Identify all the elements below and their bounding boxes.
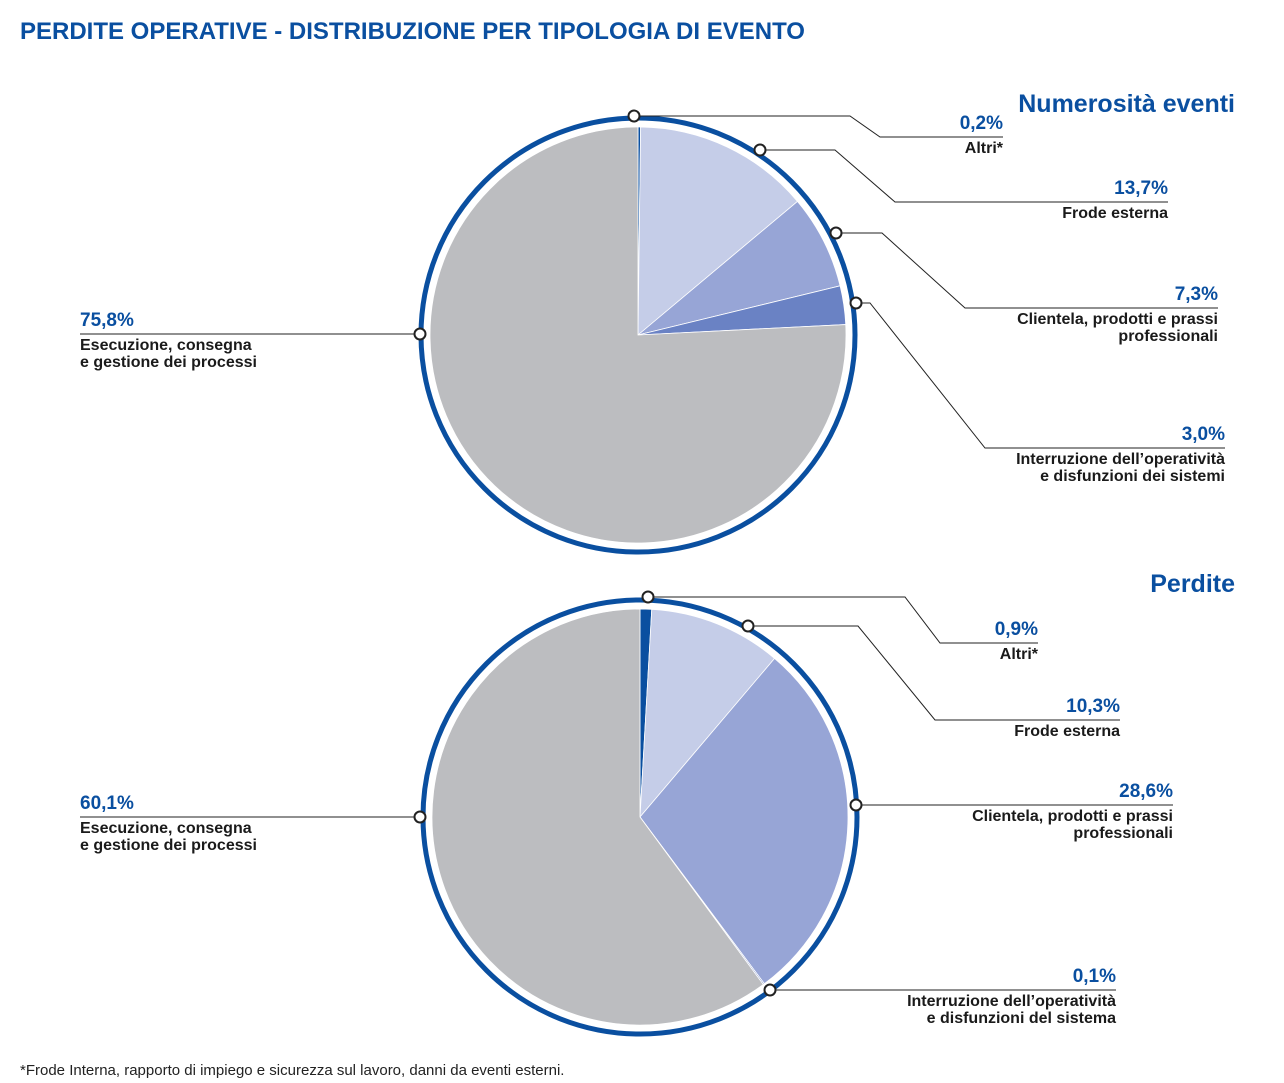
- pie-slice: [431, 608, 764, 1026]
- leader-dot: [829, 226, 843, 240]
- chart-subtitle: Numerosità eventi: [1018, 90, 1235, 118]
- value-label: 28,6%: [1119, 781, 1173, 802]
- footnote: *Frode Interna, rapporto di impiego e si…: [20, 1062, 565, 1079]
- leader-dot: [627, 109, 641, 123]
- category-label: Clientela, prodotti e prassi professiona…: [1017, 311, 1218, 345]
- leader-line: [634, 115, 1003, 138]
- pie-slice: [637, 126, 798, 336]
- leader-line: [836, 232, 1218, 309]
- leader-line: [760, 149, 1168, 203]
- category-label: Frode esterna: [1014, 723, 1120, 740]
- leader-dot: [413, 810, 427, 824]
- leader-dot: [753, 143, 767, 157]
- pie-slice: [639, 657, 849, 985]
- page-title: PERDITE OPERATIVE - DISTRIBUZIONE PER TI…: [20, 18, 805, 45]
- category-label: Esecuzione, consegna e gestione dei proc…: [80, 820, 257, 854]
- chart-subtitle: Perdite: [1150, 570, 1235, 598]
- category-label: Interruzione dell’operatività e disfunzi…: [1016, 451, 1225, 485]
- value-label: 10,3%: [1066, 696, 1120, 717]
- value-label: 7,3%: [1174, 284, 1218, 305]
- value-label: 13,7%: [1114, 178, 1168, 199]
- category-label: Altri*: [964, 140, 1003, 157]
- leader-line: [856, 302, 1225, 449]
- value-label: 3,0%: [1181, 424, 1225, 445]
- leader-dot: [849, 798, 863, 812]
- leader-dot: [641, 590, 655, 604]
- value-label: 60,1%: [80, 793, 134, 814]
- value-label: 0,1%: [1072, 966, 1116, 987]
- leader-dot: [763, 983, 777, 997]
- pie-slice: [639, 608, 776, 819]
- category-label: Interruzione dell’operatività e disfunzi…: [907, 993, 1116, 1027]
- leader-dot: [413, 327, 427, 341]
- leader-dot: [849, 296, 863, 310]
- leader-dot: [741, 619, 755, 633]
- category-label: Frode esterna: [1062, 205, 1168, 222]
- value-label: 0,2%: [959, 113, 1003, 134]
- value-label: 75,8%: [80, 310, 134, 331]
- category-label: Altri*: [999, 646, 1038, 663]
- category-label: Esecuzione, consegna e gestione dei proc…: [80, 337, 257, 371]
- leader-line: [748, 625, 1120, 721]
- leader-line: [648, 596, 1038, 644]
- value-label: 0,9%: [994, 619, 1038, 640]
- pie-slice: [429, 126, 847, 544]
- category-label: Clientela, prodotti e prassi professiona…: [972, 808, 1173, 842]
